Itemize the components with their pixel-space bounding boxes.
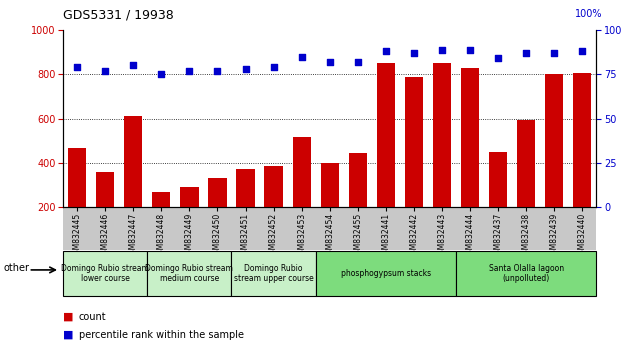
Point — [100, 68, 110, 74]
Point — [128, 63, 138, 68]
Point — [380, 48, 391, 54]
Bar — [180, 187, 199, 207]
Bar — [293, 137, 310, 207]
Bar — [208, 178, 227, 207]
Bar — [264, 166, 283, 207]
Point — [240, 66, 251, 72]
Point — [184, 68, 194, 74]
Text: GDS5331 / 19938: GDS5331 / 19938 — [63, 9, 174, 22]
Point — [549, 50, 559, 56]
Point — [72, 64, 82, 70]
Bar — [152, 192, 170, 207]
Bar — [573, 73, 591, 207]
Bar — [349, 153, 367, 207]
Bar — [433, 63, 451, 207]
Point — [493, 56, 503, 61]
Bar — [545, 74, 563, 207]
Text: count: count — [79, 312, 107, 322]
Text: Domingo Rubio stream
lower course: Domingo Rubio stream lower course — [61, 264, 149, 283]
Bar — [321, 163, 339, 207]
Point — [437, 47, 447, 52]
Bar — [517, 120, 535, 207]
Bar — [96, 172, 114, 207]
Text: Domingo Rubio stream
medium course: Domingo Rubio stream medium course — [146, 264, 233, 283]
Text: ■: ■ — [63, 312, 74, 322]
Text: percentile rank within the sample: percentile rank within the sample — [79, 330, 244, 339]
Point — [269, 64, 279, 70]
Point — [213, 68, 223, 74]
Bar — [489, 152, 507, 207]
Bar — [237, 170, 255, 207]
Point — [521, 50, 531, 56]
Bar — [404, 76, 423, 207]
Point — [156, 72, 167, 77]
Point — [353, 59, 363, 65]
Bar — [461, 68, 479, 207]
Bar — [377, 63, 395, 207]
Text: 100%: 100% — [575, 9, 603, 19]
Point — [409, 50, 419, 56]
Text: Domingo Rubio
stream upper course: Domingo Rubio stream upper course — [233, 264, 314, 283]
Text: ■: ■ — [63, 330, 74, 339]
Bar — [124, 116, 143, 207]
Point — [297, 54, 307, 59]
Point — [324, 59, 334, 65]
Point — [577, 48, 587, 54]
Text: other: other — [3, 263, 29, 273]
Point — [465, 47, 475, 52]
Text: phosphogypsum stacks: phosphogypsum stacks — [341, 269, 431, 278]
Bar — [68, 148, 86, 207]
Text: Santa Olalla lagoon
(unpolluted): Santa Olalla lagoon (unpolluted) — [488, 264, 563, 283]
